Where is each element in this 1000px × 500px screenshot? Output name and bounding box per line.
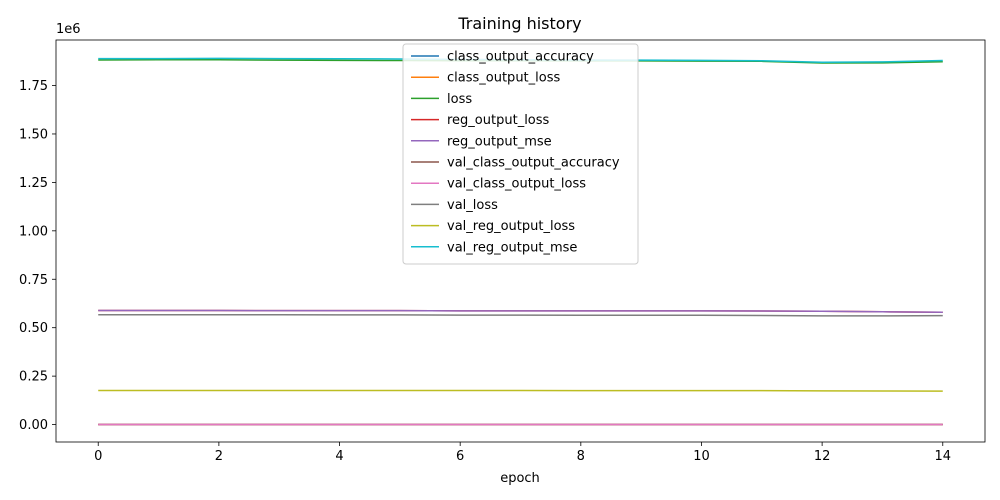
legend-label: val_class_output_loss: [447, 177, 586, 192]
x-axis-label: epoch: [500, 471, 540, 486]
x-tick-label: 4: [335, 449, 343, 464]
x-tick-label: 8: [577, 449, 585, 464]
y-tick-label: 1.25: [19, 176, 48, 191]
series-line-val-reg-output-loss: [98, 389, 943, 392]
y-tick-label: 1.50: [19, 127, 48, 142]
legend-box: [402, 43, 639, 265]
y-offset-text: 1e6: [56, 22, 81, 37]
chart-title: Training history: [457, 14, 581, 33]
x-tick-label: 6: [456, 449, 464, 464]
series-line-val-loss: [98, 313, 943, 317]
legend-label: val_reg_output_loss: [447, 219, 575, 234]
y-tick-label: 1.00: [19, 224, 48, 239]
legend-label: val_reg_output_mse: [447, 240, 577, 255]
x-tick-label: 2: [215, 449, 223, 464]
legend-label: class_output_accuracy: [447, 50, 594, 65]
legend: class_output_accuracy class_output_losslo…: [402, 43, 639, 265]
legend-label: reg_output_mse: [447, 134, 552, 149]
series-line-reg-output-mse: [98, 309, 943, 313]
legend-label: loss: [447, 92, 472, 107]
legend-label: val_loss: [447, 198, 498, 213]
legend-label: val_class_output_accuracy: [447, 156, 620, 171]
y-tick-label: 0.75: [19, 273, 48, 288]
legend-label: reg_output_loss: [447, 113, 550, 128]
legend-label: class_output_loss: [447, 71, 560, 86]
y-tick-label: 0.00: [19, 418, 48, 433]
plot-area: 0 2 4 6 8 10 12 14 0.00 0.25 0.50 0.75 1.00 1.25 1.50 1…: [19, 39, 986, 464]
y-tick-label: 0.50: [19, 321, 48, 336]
y-tick-label: 0.25: [19, 370, 48, 385]
axes-frame: [55, 39, 986, 443]
x-tick-label: 0: [94, 449, 102, 464]
x-tick-label: 12: [814, 449, 831, 464]
x-tick-label: 10: [693, 449, 710, 464]
x-tick-label: 14: [934, 449, 951, 464]
y-tick-label: 1.75: [19, 79, 48, 94]
